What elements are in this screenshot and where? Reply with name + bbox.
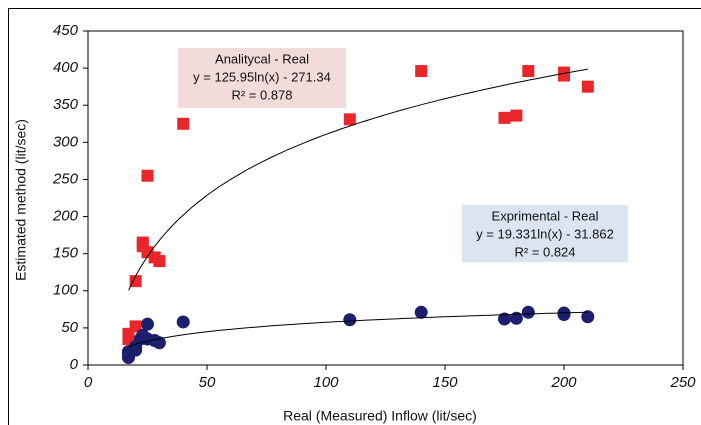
y-tick-label: 350	[53, 96, 79, 113]
point	[122, 333, 135, 346]
y-tick-label: 450	[53, 22, 79, 39]
point	[343, 313, 357, 327]
point	[176, 315, 190, 329]
annotation-text: Exprimental - Real	[492, 208, 599, 223]
annotation-text: R² = 0.878	[231, 87, 292, 102]
point	[129, 320, 142, 333]
annotation-box	[462, 205, 628, 262]
frame	[8, 8, 701, 425]
x-tick-label: 100	[313, 374, 339, 391]
trendline	[128, 68, 588, 291]
annotation-text: R² = 0.824	[514, 244, 575, 259]
trendline	[128, 311, 588, 347]
point	[521, 305, 535, 319]
x-tick-label: 200	[550, 374, 577, 391]
point	[522, 65, 535, 78]
x-tick-label: 250	[669, 374, 696, 391]
x-tick-label: 150	[432, 374, 458, 391]
y-axis-label: Estimated method (lit/sec)	[13, 119, 29, 281]
y-tick-label: 100	[53, 282, 79, 299]
point	[581, 310, 595, 324]
y-tick-label: 400	[53, 59, 79, 76]
y-tick-label: 250	[52, 170, 79, 187]
y-tick-label: 150	[53, 245, 79, 262]
annotation-box	[178, 48, 346, 108]
y-tick-label: 200	[52, 208, 79, 225]
point	[141, 317, 154, 331]
point	[581, 80, 594, 93]
point	[498, 312, 511, 326]
y-tick-label: 50	[61, 319, 78, 336]
point	[557, 308, 571, 322]
annotation-text: y = 19.331ln(x) - 31.862	[476, 226, 614, 241]
point	[509, 311, 523, 325]
point	[153, 255, 166, 268]
point	[558, 69, 570, 82]
y-tick-label: 0	[70, 356, 79, 373]
x-tick-label: 0	[84, 374, 93, 391]
point	[343, 113, 356, 126]
point	[510, 109, 523, 122]
point	[414, 305, 428, 319]
x-axis-label: Real (Measured) Inflow (lit/sec)	[283, 408, 477, 424]
point	[415, 65, 428, 78]
y-tick-label: 300	[53, 133, 79, 150]
x-tick-label: 50	[199, 374, 216, 391]
annotation-text: Analitycal - Real	[215, 51, 309, 66]
plot-area	[87, 30, 684, 366]
annotation-text: y = 125.95ln(x) - 271.34	[193, 69, 331, 84]
point	[177, 117, 190, 130]
point	[498, 111, 511, 124]
point	[141, 169, 154, 182]
point	[129, 275, 142, 288]
